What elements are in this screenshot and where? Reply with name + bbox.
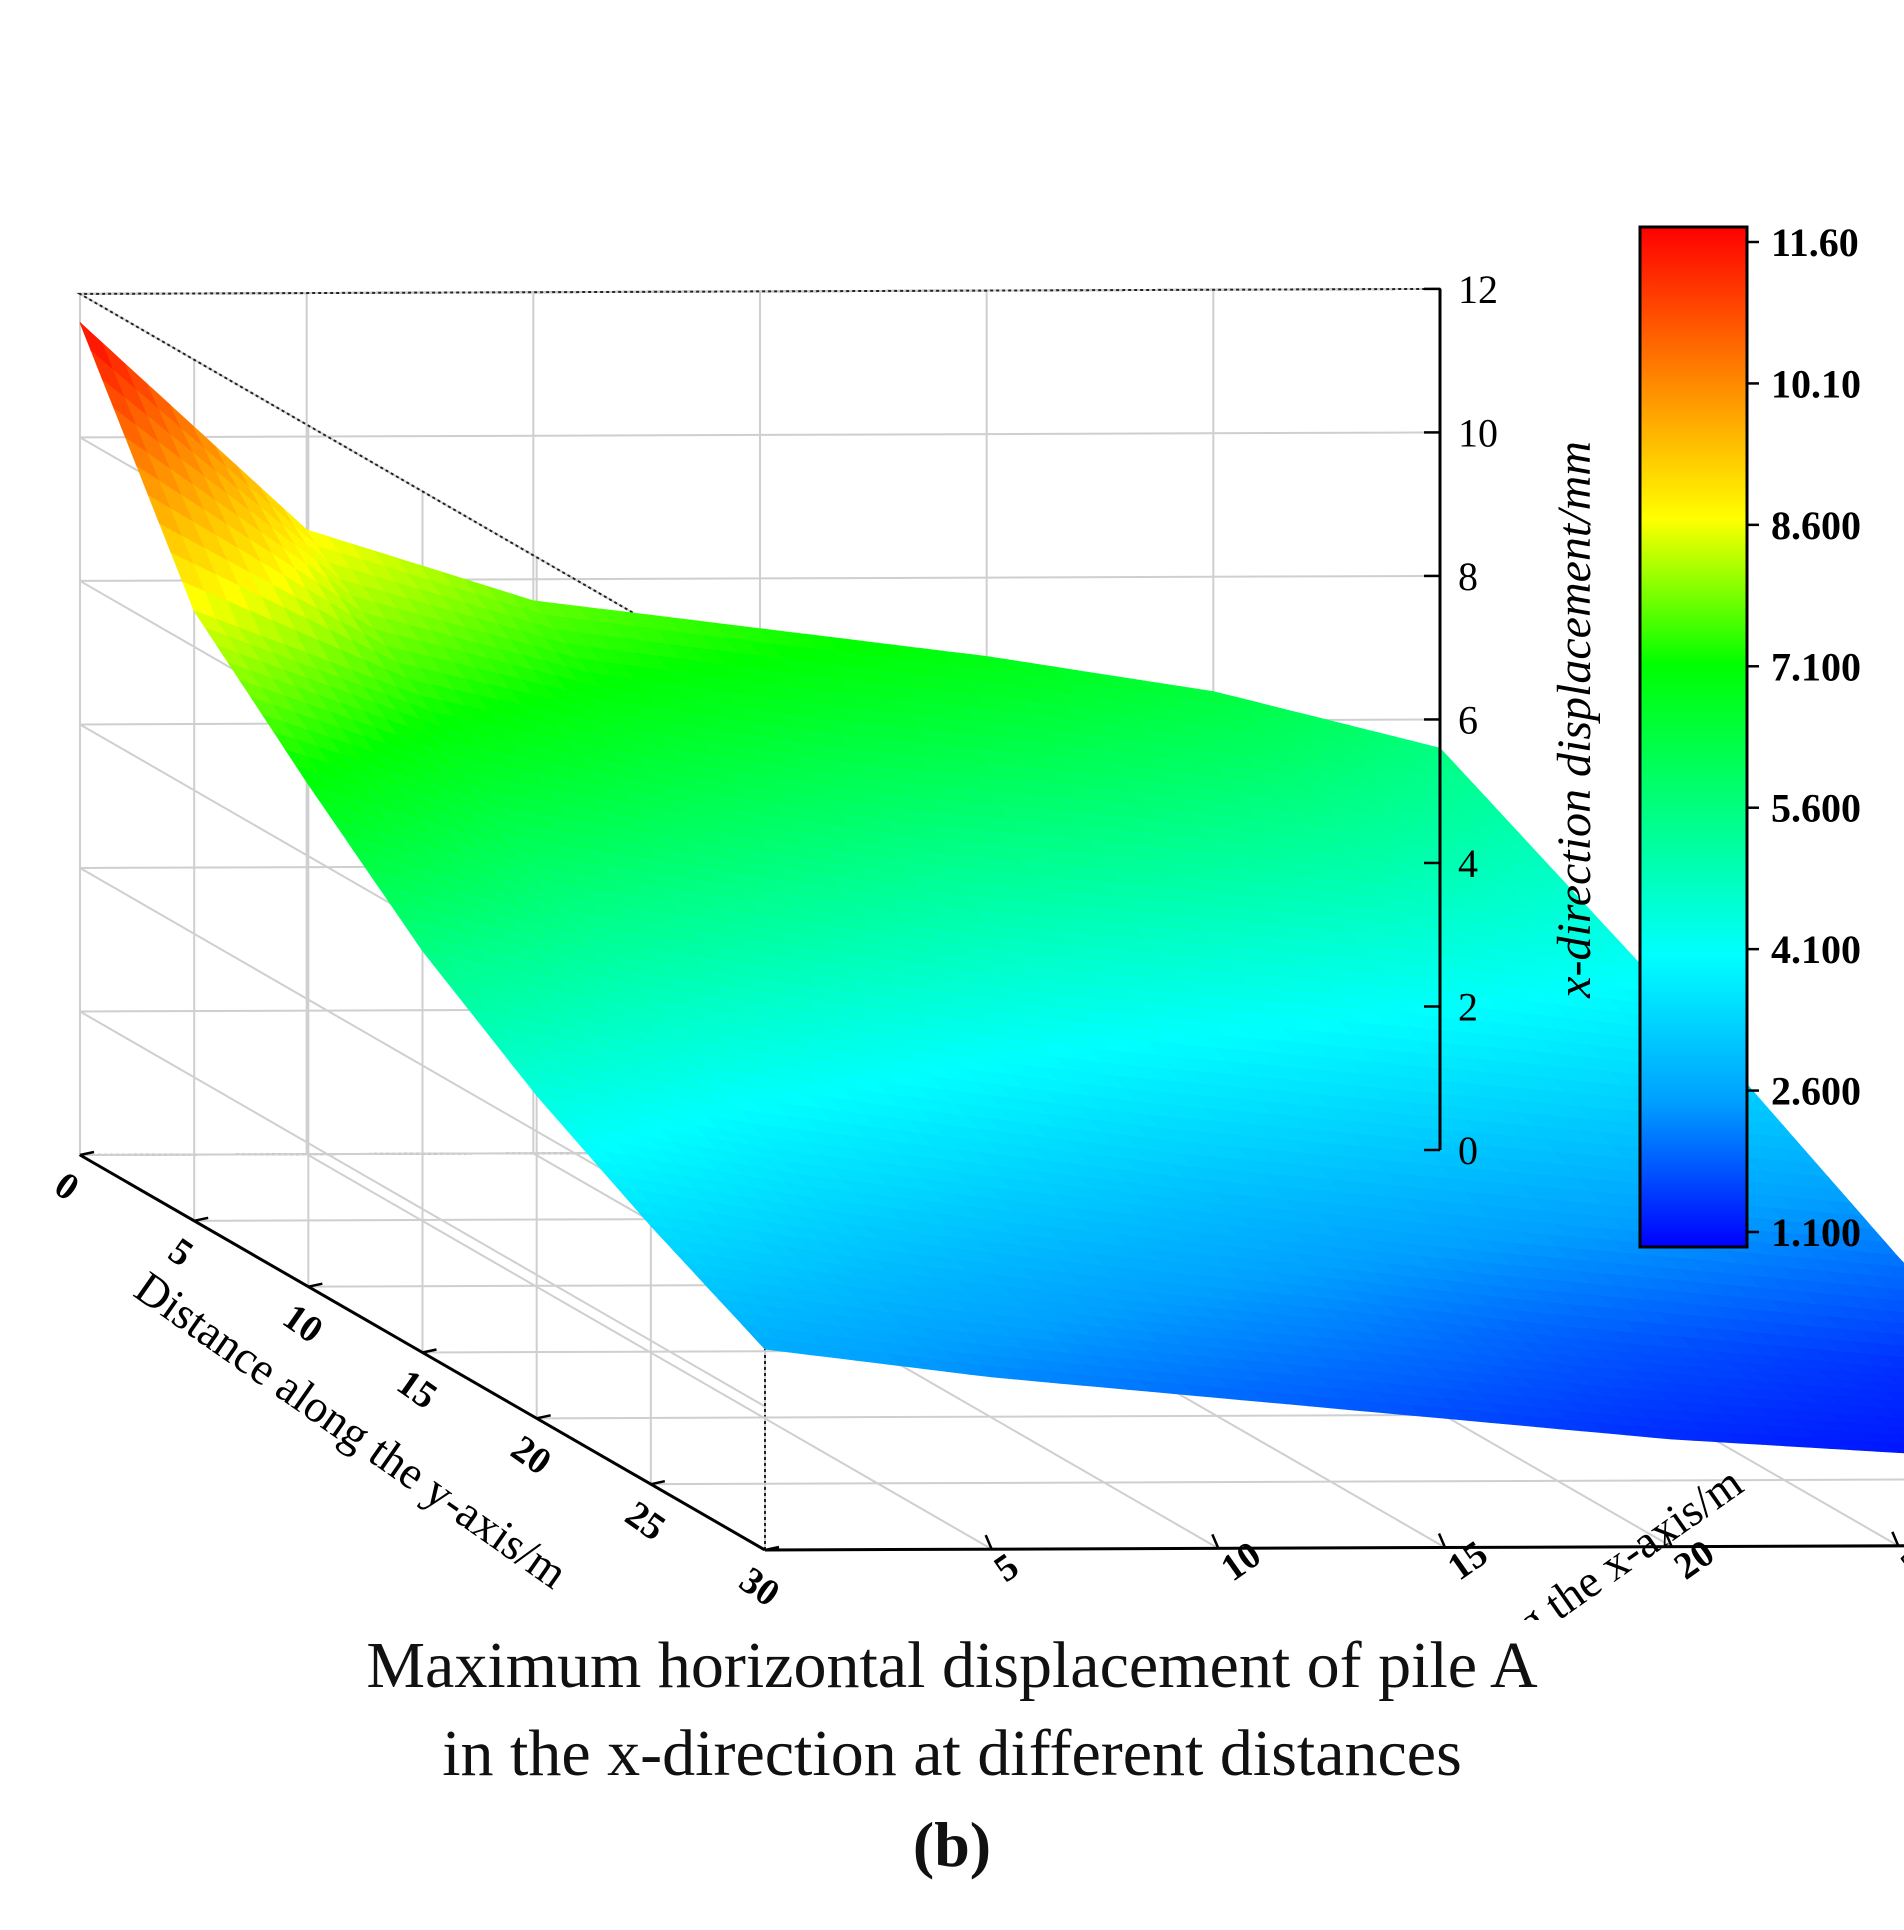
z-tick-label: 6 — [1458, 697, 1478, 742]
x-tick-label: 15 — [1440, 1533, 1495, 1589]
caption-line-2: in the x-direction at different distance… — [442, 1717, 1462, 1790]
wall-frame-top — [76, 287, 1441, 1550]
surface-cell — [1896, 1322, 1904, 1332]
caption-line-1: Maximum horizontal displacement of pile … — [366, 1629, 1538, 1702]
surface-cell — [1873, 1343, 1904, 1359]
x-tick — [1437, 1533, 1447, 1548]
y-tick-label: 5 — [161, 1230, 201, 1275]
surface-cell — [1896, 1417, 1904, 1424]
z-tick-label: 10 — [1458, 410, 1498, 455]
surface-cell — [1884, 1333, 1904, 1347]
y-tick — [308, 1282, 323, 1288]
y-tick-label: 0 — [47, 1164, 87, 1209]
z-tick-label: 2 — [1458, 984, 1478, 1029]
grid-line — [79, 431, 1441, 439]
x-tick-label: 5 — [987, 1545, 1027, 1590]
colorbar-label: 4.100 — [1771, 927, 1861, 972]
panel-label: (b) — [912, 1809, 992, 1880]
surface-cell — [1885, 1442, 1904, 1454]
surface-cell — [1874, 1433, 1904, 1445]
z-axis-title: x-direction displacement/mm — [1548, 441, 1601, 999]
surface-cell — [1896, 1345, 1904, 1354]
y-tick — [650, 1479, 666, 1486]
surface-cell — [1896, 1384, 1904, 1391]
y-tick — [79, 1150, 95, 1157]
surface-cell — [1873, 1365, 1904, 1378]
colorbar-label: 10.10 — [1771, 361, 1861, 406]
colorbar-gradient — [1638, 225, 1749, 1249]
x-axis-line — [764, 1544, 1904, 1552]
grid-line — [79, 1010, 766, 1408]
surface-cell — [1896, 1434, 1904, 1441]
surface-mesh — [79, 322, 1904, 1454]
colorbar-label: 7.100 — [1771, 644, 1861, 689]
surface-cell — [1873, 1275, 1904, 1291]
y-tick-label: 15 — [389, 1361, 444, 1417]
x-tick-label: 10 — [1213, 1534, 1268, 1590]
y-tick-label: 20 — [504, 1427, 559, 1483]
surface-cell — [1896, 1400, 1904, 1407]
surface-cell — [1885, 1425, 1904, 1436]
surface-cell — [1873, 1382, 1904, 1394]
grid-line — [650, 1478, 1904, 1486]
x-tick-label: 25 — [1893, 1531, 1904, 1587]
colorbar-label: 2.600 — [1771, 1069, 1861, 1114]
colorbar-label: 11.60 — [1771, 220, 1859, 265]
y-tick-label: 25 — [618, 1493, 673, 1549]
surface-cell — [1885, 1374, 1904, 1386]
y-tick-label: 30 — [732, 1559, 787, 1615]
colorbar: 11.60 10.10 8.600 7.100 5.600 4.100 2.600 1.100 — [1638, 220, 1861, 1255]
x-tick — [1211, 1533, 1220, 1549]
surface-cell — [1872, 1252, 1904, 1268]
surface-plot: 05101520253051015202530024681012Distance… — [47, 220, 1904, 1620]
surface-cell — [1885, 1355, 1904, 1370]
x-tick — [1891, 1531, 1900, 1547]
surface-cell — [1896, 1367, 1904, 1375]
z-tick-label: 4 — [1458, 841, 1478, 886]
colorbar-label: 8.600 — [1771, 503, 1861, 548]
z-tick-label: 0 — [1458, 1128, 1478, 1173]
surface-cell — [1885, 1408, 1904, 1419]
y-tick — [536, 1414, 551, 1420]
y-tick — [193, 1216, 209, 1223]
y-tick — [422, 1348, 437, 1354]
colorbar-label: 5.600 — [1771, 786, 1861, 831]
y-tick — [764, 1545, 780, 1552]
surface-cell — [1884, 1265, 1904, 1280]
colorbar-label: 1.100 — [1771, 1210, 1861, 1255]
surface-cell — [1873, 1398, 1904, 1411]
surface-cell — [1895, 1277, 1904, 1287]
surface-cell — [1884, 1287, 1904, 1302]
surface-cell — [1884, 1310, 1904, 1325]
x-tick — [1664, 1532, 1673, 1548]
axes-frame — [79, 287, 1904, 1552]
z-tick-label: 8 — [1458, 554, 1478, 599]
y-tick-label: 10 — [275, 1296, 330, 1352]
surface-cell — [1873, 1298, 1904, 1313]
surface-cell — [1873, 1320, 1904, 1336]
z-tick-label: 12 — [1458, 267, 1498, 312]
surface-cell — [1885, 1391, 1904, 1403]
surface-cell — [1874, 1415, 1904, 1428]
x-tick — [984, 1534, 993, 1550]
surface-cell — [1895, 1300, 1904, 1309]
